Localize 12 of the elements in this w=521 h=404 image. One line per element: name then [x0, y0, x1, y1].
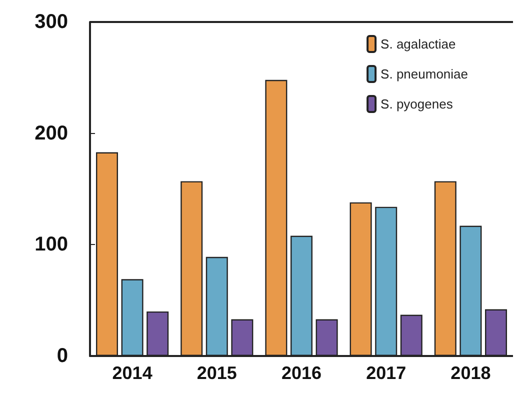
y-tick-label: 300 — [34, 11, 68, 33]
y-tick-label: 100 — [34, 234, 68, 256]
legend-label: S. pyogenes — [380, 96, 454, 112]
x-tick-label: 2017 — [366, 363, 406, 383]
y-tick-label: 200 — [34, 122, 68, 144]
x-tick-label: 2014 — [112, 363, 152, 383]
x-tick-label: 2018 — [450, 363, 491, 383]
legend-label: S. pneumoniae — [380, 66, 468, 82]
legend-label: S. agalactiae — [380, 36, 456, 52]
x-tick-label: 2015 — [196, 363, 237, 383]
x-tick-label: 2016 — [281, 363, 322, 383]
y-tick-label: 0 — [56, 345, 68, 367]
